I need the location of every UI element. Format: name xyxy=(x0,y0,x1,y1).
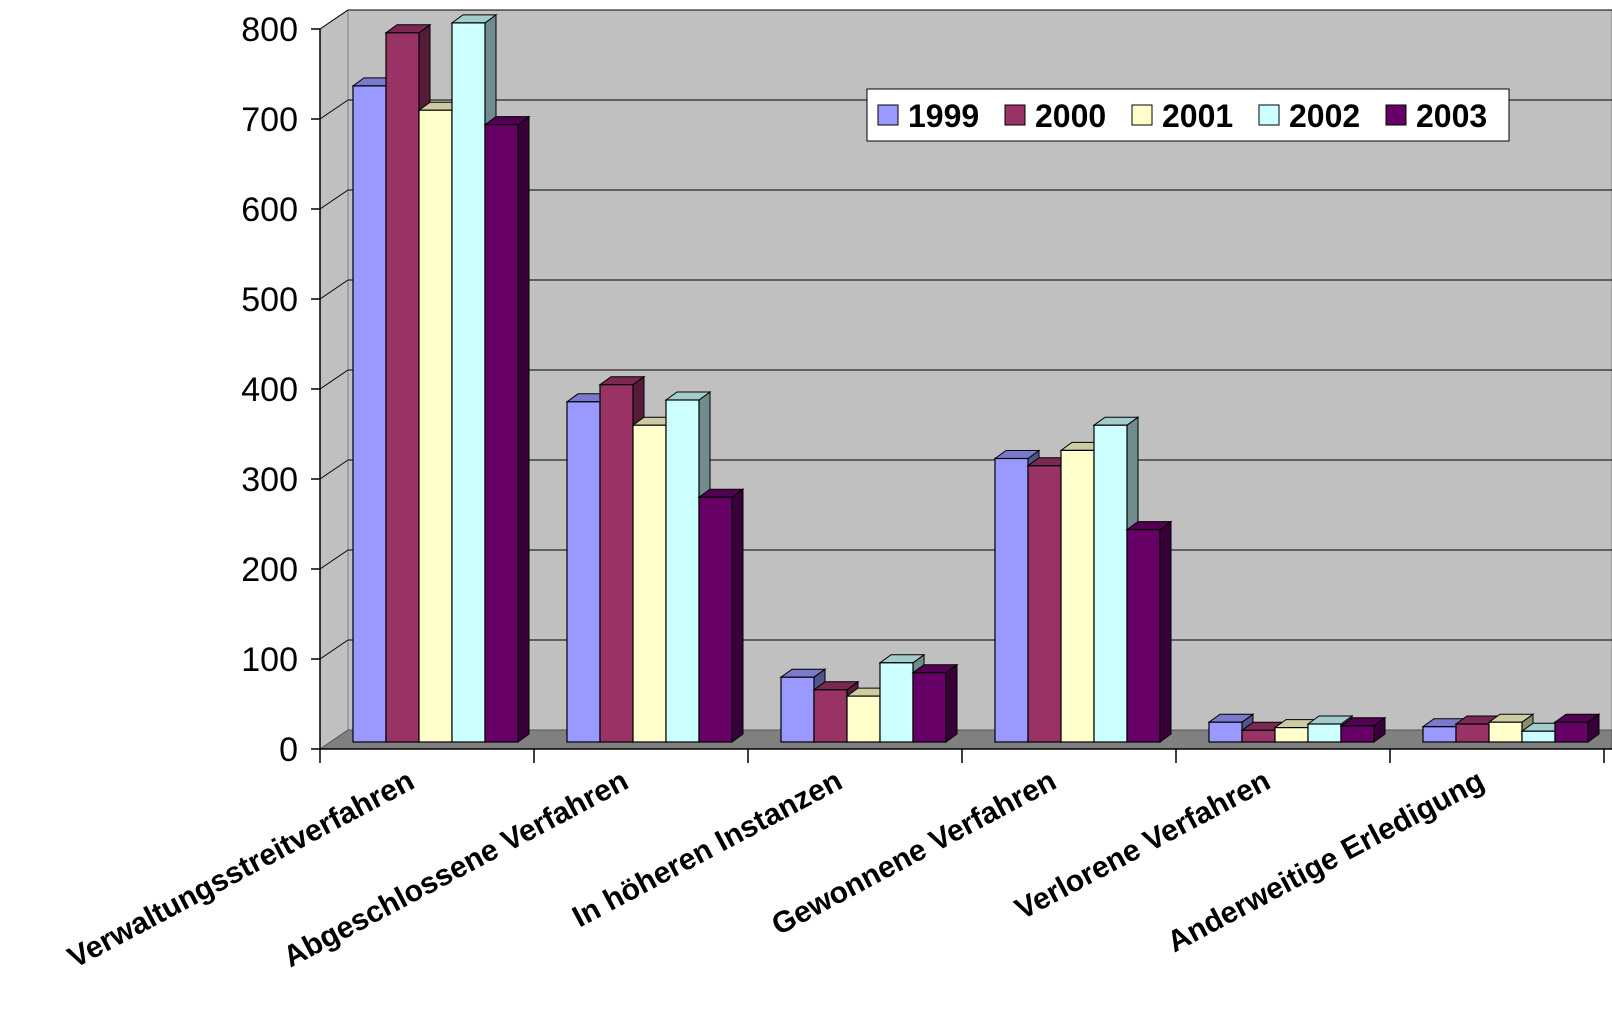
legend-label: 2002 xyxy=(1289,98,1360,134)
bar-front xyxy=(451,22,486,743)
bar-front xyxy=(1340,725,1375,743)
bar-front xyxy=(1455,723,1490,743)
bar-front xyxy=(1554,721,1589,743)
gridline-side xyxy=(319,459,349,480)
bar-front xyxy=(566,401,601,743)
y-tick-label: 100 xyxy=(241,641,298,679)
gridline-side xyxy=(319,549,349,570)
bars xyxy=(351,13,1601,743)
bar xyxy=(1059,441,1107,743)
bar-side xyxy=(945,663,958,743)
legend-label: 2003 xyxy=(1416,98,1487,134)
bar-front xyxy=(665,399,700,743)
legend-swatch xyxy=(877,104,899,126)
legend-label: 2000 xyxy=(1035,98,1106,134)
y-tick-label: 500 xyxy=(241,281,298,319)
bar-front xyxy=(385,32,420,743)
bar-side xyxy=(517,115,530,743)
y-tick-label: 400 xyxy=(241,371,298,409)
bar-front xyxy=(352,85,387,743)
bar-front xyxy=(632,424,667,743)
legend: 1999 2000 2001 2002 2003 xyxy=(866,88,1510,142)
bar-front xyxy=(484,123,519,743)
bar-front xyxy=(1027,465,1062,743)
bar-front xyxy=(780,676,815,743)
legend-swatch xyxy=(1004,104,1026,126)
y-tick-label: 600 xyxy=(241,191,298,229)
bar-front xyxy=(846,695,881,743)
y-tick-label: 200 xyxy=(241,551,298,589)
bar-front xyxy=(1060,449,1095,743)
bar-front xyxy=(1126,528,1161,743)
bar xyxy=(483,115,531,743)
x-tick-label: Abgeschlossene Verfahren xyxy=(278,764,634,974)
legend-swatch xyxy=(1131,104,1153,126)
bar-side xyxy=(731,488,744,743)
bar-front xyxy=(418,109,453,743)
bar xyxy=(1339,716,1387,743)
bar-front xyxy=(813,689,848,743)
bar xyxy=(1125,520,1173,743)
y-tick-label: 800 xyxy=(241,11,298,49)
bar-front xyxy=(912,672,947,743)
legend-swatch xyxy=(1385,104,1407,126)
gridline-side xyxy=(319,369,349,390)
bar-front xyxy=(1422,726,1457,743)
bar-front xyxy=(599,384,634,743)
y-tick-label: 300 xyxy=(241,461,298,499)
gridline-side xyxy=(319,99,349,120)
legend-swatch xyxy=(1258,104,1280,126)
gridline-side xyxy=(319,9,349,30)
bar-front xyxy=(879,662,914,743)
bar-front xyxy=(1521,730,1556,743)
gridline-side xyxy=(319,279,349,300)
bar-front xyxy=(1093,424,1128,743)
y-tick-label: 0 xyxy=(279,731,298,769)
bar-front xyxy=(1307,723,1342,743)
legend-label: 2001 xyxy=(1162,98,1233,134)
y-tick-label: 700 xyxy=(241,101,298,139)
bar-front xyxy=(1208,721,1243,743)
gridline-side xyxy=(319,639,349,660)
bar-front xyxy=(1274,726,1309,743)
bar-front xyxy=(1241,729,1276,743)
bar-front xyxy=(994,457,1029,743)
x-tick-label: Verwaltungsstreitverfahren xyxy=(63,764,420,975)
bar-side xyxy=(1159,520,1172,743)
legend-label: 1999 xyxy=(908,98,979,134)
gridline-side xyxy=(319,189,349,210)
bar xyxy=(911,663,959,743)
bar-front xyxy=(1488,721,1523,743)
bar xyxy=(1553,713,1601,743)
axes xyxy=(311,28,1612,763)
bar xyxy=(697,488,745,743)
bar-front xyxy=(698,496,733,743)
